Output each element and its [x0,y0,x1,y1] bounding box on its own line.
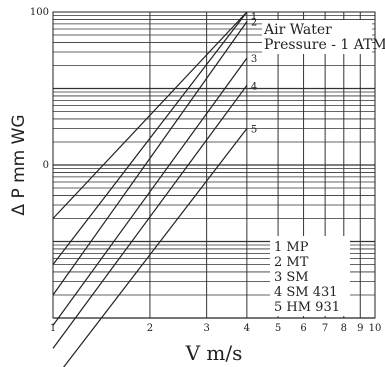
plot-frame [52,11,376,319]
legend-item: 4 SM 431 [274,285,338,300]
x-tick-label: 5 [275,323,281,334]
x-tick-label: 2 [147,323,153,334]
legend-item: 3 SM [274,270,309,285]
header-annotation-line-1: Air Water [263,22,332,38]
series-label-3: 3 [251,54,257,65]
x-tick-label: 1 [50,323,56,334]
series-label-2: 2 [251,18,257,29]
x-tick-label: 3 [203,323,209,334]
x-tick-label: 7 [322,323,328,334]
y-tick-label: 0 [43,160,49,171]
series-label-5: 5 [251,125,257,136]
legend-item: 5 HM 931 [274,300,340,315]
x-tick-label: 8 [341,323,347,334]
series-lines [52,11,248,367]
series-line-2 [52,21,248,296]
x-axis-title: V m/s [185,341,243,365]
series-label-4: 4 [251,81,257,92]
series-line-3 [52,57,248,326]
series-label-1: 1 [251,12,257,23]
header-annotation-bg [262,20,372,54]
legend-bg [270,236,350,316]
series-line-5 [62,128,248,367]
header-annotation-line-2: Pressure - 1 ATM [264,37,385,53]
series-line-1 [52,11,248,219]
y-tick-label: 100 [30,7,49,18]
x-tick-label: 10 [369,323,382,334]
x-tick-label: 6 [300,323,306,334]
series-line-4 [52,84,248,349]
x-tick-label: 4 [244,323,250,334]
y-axis-title: Δ P mm WG [9,114,29,215]
legend-item: 2 MT [274,255,309,270]
legend-item: 1 MP [274,240,309,255]
x-tick-label: 9 [357,323,363,334]
series-line-1 [52,11,248,265]
